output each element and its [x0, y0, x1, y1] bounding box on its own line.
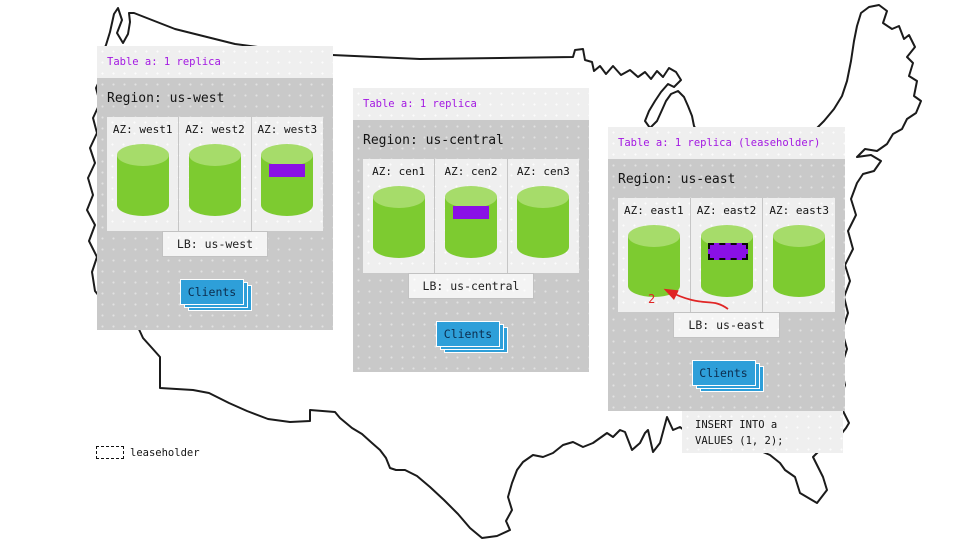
az-label: AZ: cen1	[372, 165, 426, 178]
insert-statement-line2: VALUES (1, 2);	[695, 435, 784, 447]
load-balancer-box: LB: us-west	[161, 231, 269, 257]
table-replica-header: Table a: 1 replica	[353, 88, 589, 120]
region-title: Region: us-central	[363, 133, 504, 148]
insert-statement-line1: INSERT INTO a	[695, 419, 778, 431]
az-label: AZ: east1	[624, 204, 684, 217]
az-column-cen1: AZ: cen1	[363, 159, 434, 273]
leaseholder-band	[707, 243, 748, 260]
clients-button: Clients	[180, 279, 244, 305]
az-column-east2: AZ: east2	[689, 198, 763, 312]
database-cylinder-icon	[259, 142, 315, 218]
leaseholder-swatch-icon	[96, 446, 124, 459]
clients-stack: Clients	[180, 279, 252, 311]
az-column-east3: AZ: east3	[762, 198, 835, 312]
az-label: AZ: west2	[185, 123, 245, 136]
region-panel-us-east: Table a: 1 replica (leaseholder) Region:…	[608, 127, 845, 411]
database-cylinder-icon	[371, 184, 427, 260]
table-replica-label: Table a: 1 replica	[363, 98, 477, 110]
replica-band	[452, 206, 489, 219]
region-title: Region: us-east	[618, 172, 736, 187]
az-column-cen2: AZ: cen2	[434, 159, 506, 273]
az-column-west2: AZ: west2	[178, 117, 250, 231]
database-cylinder-icon	[443, 184, 499, 260]
az-label: AZ: west3	[257, 123, 318, 136]
database-cylinder-icon	[626, 223, 682, 299]
az-label: AZ: west1	[112, 123, 173, 136]
az-column-cen3: AZ: cen3	[506, 159, 579, 273]
az-column-west3: AZ: west3	[250, 117, 323, 231]
load-balancer-box: LB: us-central	[407, 273, 535, 299]
database-cylinder-icon	[187, 142, 243, 218]
az-label: AZ: cen2	[444, 165, 498, 178]
region-title: Region: us-west	[107, 91, 225, 106]
database-cylinder-icon	[771, 223, 827, 299]
leaseholder-legend-label: leaseholder	[130, 446, 200, 459]
database-cylinder-icon	[515, 184, 571, 260]
load-balancer-box: LB: us-east	[673, 312, 780, 338]
replica-band	[269, 164, 306, 177]
az-label: AZ: east3	[769, 204, 829, 217]
clients-button: Clients	[691, 360, 756, 386]
az-row: AZ: cen1 AZ: cen2 AZ: cen3	[363, 159, 579, 273]
az-row: AZ: west1 AZ: west2 AZ: west3	[107, 117, 323, 231]
region-panel-us-central: Table a: 1 replica Region: us-central AZ…	[353, 88, 589, 372]
az-label: AZ: cen3	[516, 165, 570, 178]
table-replica-header: Table a: 1 replica (leaseholder)	[608, 127, 845, 159]
leaseholder-legend: leaseholder	[96, 446, 200, 459]
clients-button: Clients	[436, 321, 500, 347]
clients-stack: Clients	[436, 321, 508, 353]
table-replica-label: Table a: 1 replica (leaseholder)	[618, 137, 821, 149]
insert-statement: INSERT INTO a VALUES (1, 2);	[682, 411, 843, 453]
region-panel-us-west: Table a: 1 replica Region: us-west AZ: w…	[97, 46, 333, 330]
az-column-east1: AZ: east1	[618, 198, 690, 312]
database-cylinder-icon	[699, 223, 755, 299]
clients-stack: Clients	[691, 360, 764, 392]
table-replica-header: Table a: 1 replica	[97, 46, 333, 78]
az-row: AZ: east1 AZ: east2 AZ: east3	[618, 198, 835, 312]
table-replica-label: Table a: 1 replica	[107, 56, 221, 68]
az-column-west1: AZ: west1	[107, 117, 178, 231]
database-cylinder-icon	[115, 142, 171, 218]
az-label: AZ: east2	[696, 204, 757, 217]
